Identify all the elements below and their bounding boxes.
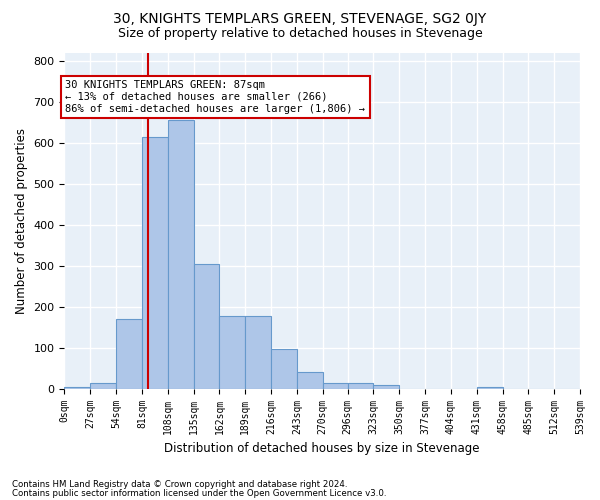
Bar bbox=[64, 386, 90, 388]
X-axis label: Distribution of detached houses by size in Stevenage: Distribution of detached houses by size … bbox=[164, 442, 480, 455]
Bar bbox=[347, 382, 373, 388]
Text: Contains HM Land Registry data © Crown copyright and database right 2024.: Contains HM Land Registry data © Crown c… bbox=[12, 480, 347, 489]
Bar bbox=[323, 382, 347, 388]
Bar bbox=[271, 348, 297, 389]
Text: Size of property relative to detached houses in Stevenage: Size of property relative to detached ho… bbox=[118, 28, 482, 40]
Bar bbox=[373, 384, 399, 388]
Bar bbox=[245, 316, 271, 388]
Text: 30 KNIGHTS TEMPLARS GREEN: 87sqm
← 13% of detached houses are smaller (266)
86% : 30 KNIGHTS TEMPLARS GREEN: 87sqm ← 13% o… bbox=[65, 80, 365, 114]
Bar bbox=[90, 382, 116, 388]
Bar bbox=[476, 386, 503, 388]
Bar bbox=[142, 136, 168, 388]
Bar bbox=[116, 319, 142, 388]
Text: 30, KNIGHTS TEMPLARS GREEN, STEVENAGE, SG2 0JY: 30, KNIGHTS TEMPLARS GREEN, STEVENAGE, S… bbox=[113, 12, 487, 26]
Text: Contains public sector information licensed under the Open Government Licence v3: Contains public sector information licen… bbox=[12, 489, 386, 498]
Bar bbox=[194, 264, 220, 388]
Bar bbox=[168, 120, 194, 388]
Y-axis label: Number of detached properties: Number of detached properties bbox=[15, 128, 28, 314]
Bar bbox=[297, 372, 323, 388]
Bar bbox=[220, 316, 245, 388]
